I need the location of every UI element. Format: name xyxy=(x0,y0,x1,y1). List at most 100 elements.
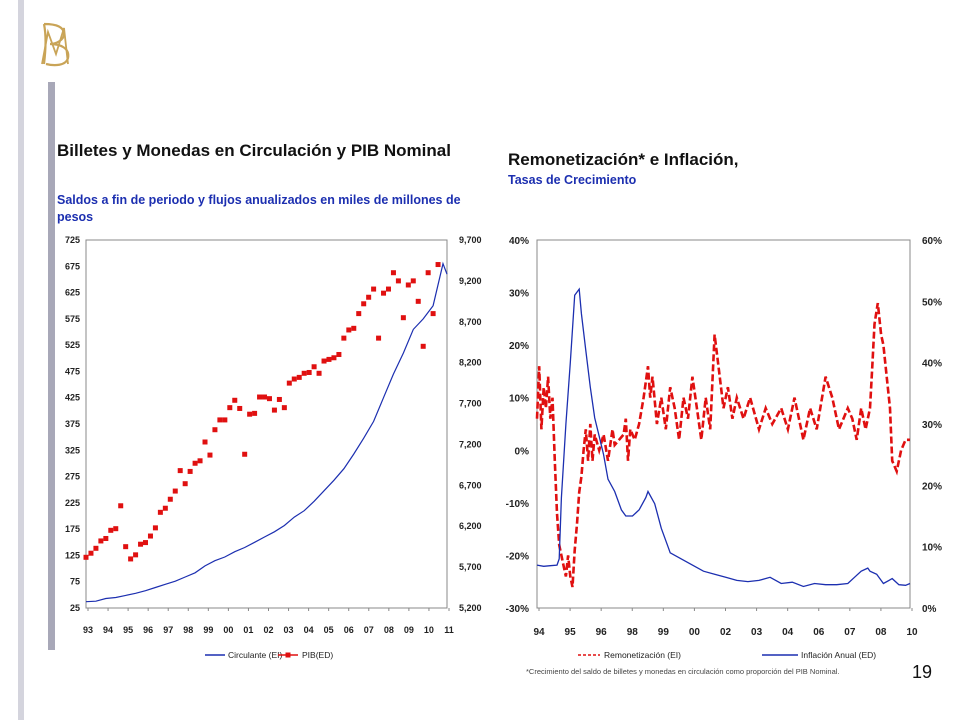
chart1-pib-point xyxy=(395,278,401,284)
chart2-plot-frame xyxy=(536,239,911,609)
chart1-pib-point xyxy=(296,374,302,380)
chart2-y-right-tick: 20% xyxy=(922,481,942,492)
chart1-pib-point xyxy=(118,503,124,509)
chart1-pib-point xyxy=(301,370,307,376)
chart1-x-tick: 02 xyxy=(263,625,273,635)
chart1-pib-point xyxy=(138,541,144,547)
chart2-series-inflacion-line xyxy=(536,287,911,588)
chart1-pib-point xyxy=(232,397,238,403)
chart1-y-right-tick: 9,200 xyxy=(459,276,482,286)
chart1-pib-point xyxy=(381,290,387,296)
chart1-pib-point xyxy=(88,550,94,556)
chart2-y-right-tick: 40% xyxy=(922,359,942,370)
chart1-pib-point xyxy=(356,311,362,317)
chart1-pib-point xyxy=(390,270,396,276)
page-number: 19 xyxy=(912,662,933,682)
chart2-y-right-tick: 0% xyxy=(922,604,937,615)
chart1-x-tick: 93 xyxy=(83,625,93,635)
chart1-x-tick: 08 xyxy=(384,625,394,635)
chart2-x-tick: 94 xyxy=(533,627,545,638)
chart1-pib-point xyxy=(425,270,431,276)
chart1-x-tick: 06 xyxy=(344,625,354,635)
chart1-pib-point xyxy=(400,315,406,321)
chart1-pib-point xyxy=(316,370,322,376)
chart1-pib-point xyxy=(237,405,243,411)
chart1-pib-point xyxy=(247,411,253,417)
chart1-x-tick: 09 xyxy=(404,625,414,635)
chart2-y-left-tick: -20% xyxy=(506,551,529,562)
chart2-x-tick: 08 xyxy=(875,627,887,638)
chart1-y-right-tick: 9,700 xyxy=(459,235,482,245)
chart1-pib-point xyxy=(410,278,416,284)
chart1-pib-point xyxy=(152,525,158,531)
chart1-pib-point xyxy=(177,468,183,474)
chart1-x-tick: 98 xyxy=(183,625,193,635)
chart1-pib-point xyxy=(103,535,109,541)
chart1-x-tick: 99 xyxy=(203,625,213,635)
chart1-pib-point xyxy=(157,509,163,515)
chart1-pib-point xyxy=(336,351,342,357)
chart2-y-right-tick: 10% xyxy=(922,543,942,554)
chart1-y-left-tick: 375 xyxy=(65,419,80,429)
chart2-y-left-tick: -30% xyxy=(506,604,529,615)
chart2-x-tick: 98 xyxy=(627,627,639,638)
chart2-legend-inflacion-label: Infl­ación Anual (ED) xyxy=(801,650,876,660)
chart2-title: Remonetización* e Inflación, xyxy=(508,150,739,169)
chart2-y-left-tick: 10% xyxy=(509,394,529,405)
chart1-series-circulante-line xyxy=(85,261,448,603)
chart1-subtitle: Saldos a fin de periodo y flujos anualiz… xyxy=(57,193,461,224)
chart1-legend-pib-swatch xyxy=(285,652,291,658)
chart1-pib-point xyxy=(291,376,297,382)
chart1-pib-point xyxy=(227,405,233,411)
chart1-y-left-tick: 575 xyxy=(65,314,80,324)
chart1-pib-point xyxy=(192,460,198,466)
chart1-pib-point xyxy=(222,417,228,423)
chart1-pib-point xyxy=(202,439,208,445)
chart1-x-tick: 95 xyxy=(123,625,133,635)
chart1-x-tick: 00 xyxy=(223,625,233,635)
chart1-pib-point xyxy=(321,358,327,364)
chart1-pib-point xyxy=(376,335,382,341)
chart2-x-tick: 10 xyxy=(906,627,918,638)
chart1-pib-point xyxy=(366,294,372,300)
chart1-y-right-tick: 6,200 xyxy=(459,521,482,531)
chart1-pib-point xyxy=(420,343,426,349)
chart1-x-tick: 05 xyxy=(324,625,334,635)
chart1-pib-point xyxy=(167,496,173,502)
chart2-x-tick: 06 xyxy=(813,627,825,638)
chart1-pib-point xyxy=(207,452,213,458)
chart1-x-tick: 07 xyxy=(364,625,374,635)
chart1-pib-point xyxy=(172,488,178,494)
chart1-y-left-tick: 625 xyxy=(65,288,80,298)
chart2-y-right-tick: 50% xyxy=(922,297,942,308)
chart1-pib-point xyxy=(113,526,119,532)
chart1-pib-point xyxy=(331,355,337,361)
chart1-x-tick: 94 xyxy=(103,625,113,635)
chart1-y-left-tick: 125 xyxy=(65,550,80,560)
chart1-pib-point xyxy=(326,356,332,362)
chart1-pib-point xyxy=(271,407,277,413)
chart2-subtitle: Tasas de Crecimiento xyxy=(508,173,637,187)
chart1-x-tick: 03 xyxy=(284,625,294,635)
chart1-pib-point xyxy=(143,540,149,546)
chart1-y-left-tick: 525 xyxy=(65,340,80,350)
chart1-pib-point xyxy=(108,527,114,533)
chart1-pib-point xyxy=(266,396,272,402)
chart1-y-right-tick: 6,700 xyxy=(459,480,482,490)
chart2-x-tick: 03 xyxy=(751,627,763,638)
chart1-y-left-tick: 675 xyxy=(65,261,80,271)
chart1-x-tick: 11 xyxy=(444,625,454,635)
chart2-y-left-tick: -10% xyxy=(506,499,529,510)
chart1-pib-point xyxy=(276,396,282,402)
chart1-y-left-tick: 75 xyxy=(70,577,80,587)
chart1-pib-point xyxy=(128,556,134,562)
chart1-legend-pib-label: PIB(ED) xyxy=(302,650,333,660)
chart2-footnote: *Crecimiento del saldo de billetes y mon… xyxy=(526,667,840,676)
chart1-pib-point xyxy=(262,394,268,400)
chart1-x-tick: 10 xyxy=(424,625,434,635)
chart1-pib-point xyxy=(351,325,357,331)
chart2-x-tick: 96 xyxy=(596,627,608,638)
chart2-y-right-tick: 30% xyxy=(922,420,942,431)
chart1-y-right-tick: 8,700 xyxy=(459,317,482,327)
chart2-x-tick: 02 xyxy=(720,627,732,638)
